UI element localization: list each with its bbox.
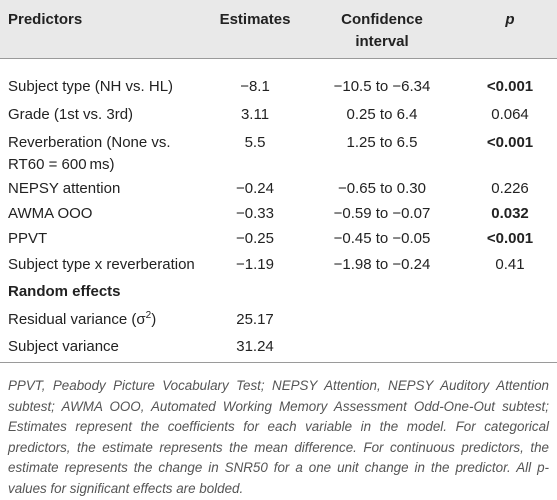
value-cell: −0.45 to −0.05 xyxy=(333,230,431,247)
header-background xyxy=(0,0,557,58)
header-cell: interval xyxy=(355,33,409,50)
value-cell: 0.25 to 6.4 xyxy=(346,106,418,123)
predictor-cell: AWMA OOO xyxy=(8,205,93,222)
value-cell: 0.226 xyxy=(491,180,529,197)
label-part: 2 xyxy=(145,310,152,321)
predictor-cell: Reverberation (None vs. xyxy=(8,134,171,151)
section-title: Random effects xyxy=(8,283,121,300)
header-cell: Confidence xyxy=(341,11,423,28)
header-rule xyxy=(0,58,557,59)
label-part: ) xyxy=(151,311,157,328)
value-cell: 5.5 xyxy=(244,134,266,151)
header-cell: Estimates xyxy=(219,11,291,28)
value-cell: 1.25 to 6.5 xyxy=(346,134,418,151)
value-cell: 0.064 xyxy=(491,106,529,123)
value-cell: 0.032 xyxy=(491,205,529,222)
value-cell: −0.65 to 0.30 xyxy=(338,180,426,197)
value-cell: −1.19 xyxy=(236,256,274,273)
value-cell: 31.24 xyxy=(236,338,274,355)
bottom-rule xyxy=(0,362,557,363)
value-cell: <0.001 xyxy=(486,230,534,247)
value-cell: −0.24 xyxy=(236,180,274,197)
value-cell: 0.41 xyxy=(495,256,525,273)
value-cell: <0.001 xyxy=(486,78,534,95)
label-part: Subject variance xyxy=(8,338,119,355)
predictor-cell: Grade (1st vs. 3rd) xyxy=(8,106,134,123)
label-part: Residual variance (σ xyxy=(8,311,146,328)
predictor-cell: RT60 = 600 ms) xyxy=(8,156,115,173)
predictor-cell: Subject type (NH vs. HL) xyxy=(8,78,174,95)
value-cell: 25.17 xyxy=(236,311,274,328)
value-cell: −10.5 to −6.34 xyxy=(333,78,431,95)
header-cell: Predictors xyxy=(8,11,83,28)
value-cell: −8.1 xyxy=(240,78,270,95)
value-cell: 3.11 xyxy=(240,106,270,123)
footnote: PPVT, Peabody Picture Vocabulary Test; N… xyxy=(8,378,549,496)
value-cell: −0.59 to −0.07 xyxy=(333,205,431,222)
value-cell: −1.98 to −0.24 xyxy=(333,256,431,273)
header-cell: p xyxy=(505,11,515,28)
value-cell: −0.33 xyxy=(236,205,274,222)
value-cell: −0.25 xyxy=(236,230,274,247)
value-cell: <0.001 xyxy=(486,134,534,151)
predictor-cell: PPVT xyxy=(8,230,48,247)
predictor-cell: Subject variance xyxy=(8,336,119,358)
predictor-cell: Subject type x reverberation xyxy=(8,256,195,273)
predictor-cell: NEPSY attention xyxy=(8,180,121,197)
predictor-cell: Residual variance (σ2) xyxy=(8,309,156,331)
